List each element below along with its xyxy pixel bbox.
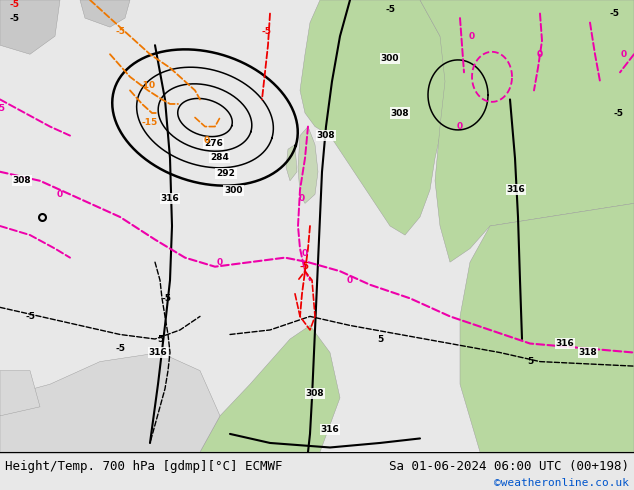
Text: -5: -5 [10,14,20,23]
Text: -5: -5 [10,0,20,9]
Text: -5: -5 [115,343,125,352]
Text: 316: 316 [148,348,167,357]
Text: -5: -5 [609,9,619,18]
Text: 0: 0 [57,190,63,199]
Text: 300: 300 [224,186,243,195]
Polygon shape [0,353,220,452]
Text: 316: 316 [507,185,526,195]
Polygon shape [0,0,60,54]
Polygon shape [200,325,340,452]
Text: -5: -5 [261,27,271,36]
Text: 0: 0 [347,276,353,285]
Text: ©weatheronline.co.uk: ©weatheronline.co.uk [494,478,629,488]
Text: -5: -5 [25,312,35,321]
Text: 0: 0 [299,195,305,203]
Text: 316: 316 [321,425,339,434]
Text: 0: 0 [302,248,308,258]
Text: 318: 318 [579,348,597,357]
Text: 308: 308 [317,131,335,140]
Polygon shape [460,203,634,452]
Text: 308: 308 [306,389,325,398]
Text: Height/Temp. 700 hPa [gdmp][°C] ECMWF: Height/Temp. 700 hPa [gdmp][°C] ECMWF [5,460,283,473]
Polygon shape [420,0,634,262]
Polygon shape [0,370,40,416]
Text: -5: -5 [385,4,395,14]
Text: 0: 0 [204,136,210,145]
Text: 0: 0 [457,122,463,131]
Text: 5: 5 [377,335,383,343]
Text: 5: 5 [157,335,163,343]
Text: 316: 316 [555,339,574,348]
Text: -5: -5 [614,108,624,118]
Text: 308: 308 [13,176,31,185]
Text: 292: 292 [217,169,235,178]
Text: -5: -5 [115,27,125,36]
Text: 308: 308 [391,108,410,118]
Text: 0: 0 [537,50,543,59]
Text: 300: 300 [381,54,399,63]
Text: 276: 276 [204,139,223,148]
Text: 0: 0 [469,32,475,41]
Polygon shape [300,0,450,235]
Polygon shape [298,126,318,203]
Text: -5: -5 [162,294,172,303]
Text: -10: -10 [140,81,156,90]
Text: Sa 01-06-2024 06:00 UTC (00+198): Sa 01-06-2024 06:00 UTC (00+198) [389,460,629,473]
Text: 316: 316 [160,195,179,203]
Text: 284: 284 [210,153,229,162]
Polygon shape [80,0,130,27]
Text: -5: -5 [300,262,310,271]
Text: 5: 5 [527,357,533,366]
Text: 0: 0 [621,50,627,59]
Text: -5: -5 [0,104,5,113]
Polygon shape [286,145,297,181]
Text: 0: 0 [217,258,223,267]
Text: -15: -15 [142,118,158,126]
